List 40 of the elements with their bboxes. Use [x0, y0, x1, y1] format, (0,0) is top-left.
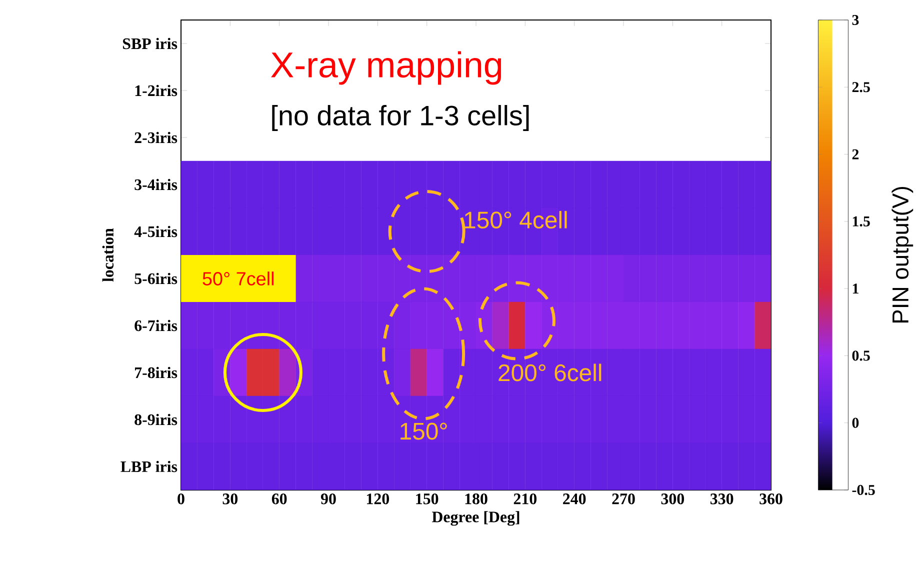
- x-tick-label: 0: [178, 494, 184, 504]
- color-bar-label: 2: [852, 149, 859, 160]
- annotation: 150°: [400, 422, 447, 440]
- x-tick-label: 90: [320, 494, 336, 504]
- color-bar-label: -0.5: [852, 484, 875, 496]
- x-tick-label: 120: [367, 494, 390, 504]
- x-tick-label: 360: [760, 494, 782, 504]
- x-tick-label: 150: [416, 494, 438, 504]
- color-bar-label: 0.5: [852, 350, 870, 361]
- y-tick-label: 3-4iris: [134, 178, 178, 190]
- y-tick-label: 4-5iris: [134, 226, 178, 238]
- annotation: [no data for 1-3 cells]: [272, 105, 529, 131]
- y-tick-label: 7-8iris: [135, 366, 178, 378]
- x-tick-label: 180: [465, 494, 488, 504]
- color-bar-label: 0: [852, 418, 859, 428]
- y-tick-label: 1-2iris: [135, 84, 178, 96]
- y-axis-title: location: [102, 228, 114, 282]
- x-tick-label: 300: [661, 494, 684, 504]
- annotation: 150° 4cell: [464, 210, 567, 229]
- color-bar-label: 2.5: [852, 82, 870, 92]
- x-tick-label: 330: [710, 494, 734, 504]
- annotation: 200° 6cell: [498, 364, 602, 382]
- y-tick-label: SBP iris: [122, 38, 178, 50]
- annotation: 50° 7cell: [202, 272, 274, 286]
- y-tick-label: 2-3iris: [134, 132, 178, 144]
- color-bar-label: 3: [852, 14, 859, 26]
- x-tick-label: 270: [612, 494, 635, 504]
- x-axis-title: Degree [Deg]: [432, 511, 520, 526]
- color-bar-label: 1.5: [852, 216, 870, 226]
- y-tick-label: LBP iris: [120, 460, 178, 472]
- color-bar-title: PIN output(V): [892, 187, 914, 323]
- y-tick-label: 6-7iris: [134, 320, 178, 332]
- x-tick-label: 240: [563, 494, 586, 504]
- x-tick-label: 30: [222, 494, 238, 504]
- y-tick-label: 5-6iris: [134, 272, 178, 284]
- annotation: X-ray mapping: [271, 51, 502, 85]
- y-tick-label: 8-9iris: [134, 414, 178, 426]
- x-tick-label: 210: [514, 494, 537, 504]
- color-bar-label: 1: [852, 284, 858, 294]
- x-tick-label: 60: [272, 494, 287, 504]
